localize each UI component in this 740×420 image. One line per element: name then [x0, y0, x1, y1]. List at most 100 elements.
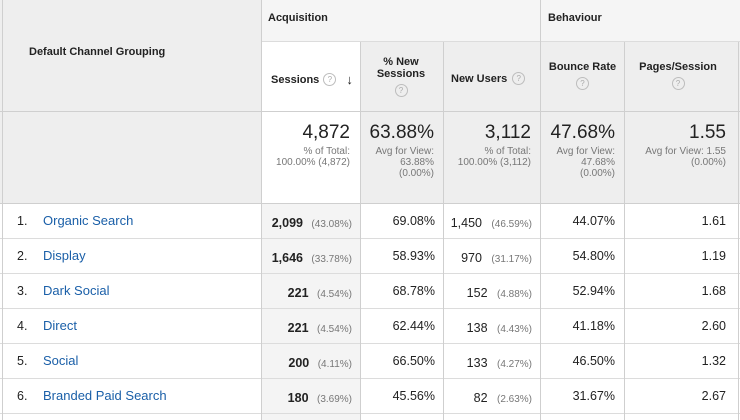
sorted-column-body-bg	[262, 204, 360, 420]
sessions-percent: (4.54%)	[316, 324, 352, 335]
column-header-channel-grouping[interactable]: Default Channel Grouping	[29, 46, 166, 58]
channel-link[interactable]: Organic Search	[43, 213, 134, 228]
cell-sessions: 221 (4.54%)	[262, 319, 352, 337]
totals-row	[0, 112, 740, 204]
sorted-column-header-bg	[262, 42, 360, 112]
sessions-header-label: Sessions	[271, 73, 320, 86]
column-header-bounce-rate[interactable]: Bounce Rate ?	[541, 61, 624, 90]
sessions-percent: (43.08%)	[311, 219, 352, 230]
channel-link[interactable]: Branded Paid Search	[43, 388, 167, 403]
totals-sessions-value: 4,872	[302, 122, 350, 143]
totals-new-users: 3,112 % of Total: 100.00% (3,112)	[446, 122, 531, 168]
cell-sessions: 1,646 (33.78%)	[262, 249, 352, 267]
help-icon[interactable]: ?	[394, 84, 408, 97]
sessions-percent: (3.69%)	[316, 394, 352, 405]
cell-new-sessions: 45.56%	[392, 389, 435, 403]
help-icon[interactable]: ?	[512, 72, 526, 85]
totals-new-users-sub: % of Total: 100.00% (3,112)	[457, 146, 531, 168]
new-users-value: 152	[466, 286, 488, 300]
help-icon[interactable]: ?	[671, 77, 685, 90]
column-header-new-sessions[interactable]: % New Sessions ?	[366, 56, 436, 97]
table-row: 3. Dark Social 221 (4.54%) 68.78% 152 (4.88%…	[0, 274, 740, 309]
new-users-percent: (4.27%)	[496, 359, 532, 370]
row-number: 1.	[17, 214, 28, 228]
help-icon[interactable]: ?	[576, 77, 589, 90]
totals-pages-session-sub: Avg for View: 1.55 (0.00%)	[645, 146, 726, 168]
cell-bounce-rate: 41.18%	[572, 319, 615, 333]
cell-sessions: 200 (4.11%)	[262, 354, 352, 372]
sessions-percent: (4.54%)	[316, 289, 352, 300]
column-header-new-users[interactable]: New Users ?	[451, 72, 526, 85]
channel-link[interactable]: Social	[43, 353, 79, 368]
totals-new-sessions-value: 63.88%	[369, 122, 434, 143]
cell-pages-session: 1.19	[701, 249, 726, 263]
channel-link[interactable]: Display	[43, 248, 86, 263]
totals-new-sessions: 63.88% Avg for View: 63.88% (0.00%)	[364, 122, 434, 179]
cell-pages-session: 2.67	[701, 389, 726, 403]
cell-pages-session: 2.60	[701, 319, 726, 333]
bounce-rate-header-label: Bounce Rate	[548, 61, 617, 73]
new-users-percent: (46.59%)	[491, 219, 532, 230]
totals-pages-session-value: 1.55	[689, 122, 726, 143]
table-row: 6. Branded Paid Search 180 (3.69%) 45.56% 82…	[0, 379, 740, 414]
new-users-percent: (2.63%)	[496, 394, 532, 405]
totals-bounce-rate: 47.68% Avg for View: 47.68% (0.00%)	[543, 122, 615, 179]
sorted-column-totals-bg	[262, 112, 360, 204]
totals-new-sessions-sub: Avg for View: 63.88% (0.00%)	[375, 146, 434, 179]
cell-bounce-rate: 54.80%	[572, 249, 615, 263]
new-users-header-label: New Users	[451, 72, 508, 85]
row-number: 4.	[17, 319, 28, 333]
sessions-value: 2,099	[271, 216, 303, 230]
cell-new-users: 138 (4.43%)	[444, 319, 532, 337]
channel-link[interactable]: Dark Social	[43, 283, 110, 298]
cell-bounce-rate: 31.67%	[572, 389, 615, 403]
cell-pages-session: 1.32	[701, 354, 726, 368]
channel-link[interactable]: Direct	[43, 318, 77, 333]
new-users-percent: (4.43%)	[496, 324, 532, 335]
totals-pages-session: 1.55 Avg for View: 1.55 (0.00%)	[628, 122, 726, 168]
group-header-row	[262, 0, 740, 42]
new-users-value: 82	[473, 391, 488, 405]
totals-sessions: 4,872 % of Total: 100.00% (4,872)	[264, 122, 350, 168]
cell-bounce-rate: 52.94%	[572, 284, 615, 298]
help-icon[interactable]: ?	[323, 73, 337, 86]
sessions-value: 221	[287, 286, 309, 300]
totals-bounce-rate-value: 47.68%	[550, 122, 615, 143]
column-header-pages-session[interactable]: Pages/Session ?	[625, 61, 731, 90]
sessions-value: 180	[287, 391, 309, 405]
sort-descending-icon[interactable]: ↓	[346, 72, 353, 87]
new-users-value: 970	[461, 251, 482, 265]
row-number: 2.	[17, 249, 28, 263]
cell-bounce-rate: 46.50%	[572, 354, 615, 368]
cell-pages-session: 1.61	[701, 214, 726, 228]
pages-session-header-label: Pages/Session	[639, 61, 717, 73]
sessions-percent: (4.11%)	[317, 359, 352, 370]
cell-sessions: 221 (4.54%)	[262, 284, 352, 302]
cell-new-users: 1,450 (46.59%)	[444, 214, 532, 232]
cell-sessions: 2,099 (43.08%)	[262, 214, 352, 232]
sessions-value: 200	[288, 356, 310, 370]
cell-bounce-rate: 44.07%	[572, 214, 615, 228]
sessions-value: 1,646	[271, 251, 303, 265]
new-users-percent: (31.17%)	[491, 254, 532, 265]
totals-bounce-rate-sub: Avg for View: 47.68% (0.00%)	[556, 146, 615, 179]
new-sessions-header-label: % New Sessions	[376, 56, 426, 80]
new-users-percent: (4.88%)	[496, 289, 532, 300]
cell-new-sessions: 58.93%	[392, 249, 435, 263]
cell-new-sessions: 68.78%	[392, 284, 435, 298]
cell-new-sessions: 66.50%	[392, 354, 435, 368]
cell-new-sessions: 69.08%	[392, 214, 435, 228]
row-number: 5.	[17, 354, 28, 368]
new-users-value: 138	[466, 321, 488, 335]
group-behaviour: Behaviour	[548, 12, 602, 24]
cell-pages-session: 1.68	[701, 284, 726, 298]
cell-new-users: 133 (4.27%)	[444, 354, 532, 372]
column-header-sessions[interactable]: Sessions ? ↓	[271, 72, 353, 87]
cell-new-users: 970 (31.17%)	[444, 249, 532, 267]
sessions-percent: (33.78%)	[311, 254, 352, 265]
table-row: 5. Social 200 (4.11%) 66.50% 133 (4.27%) 46.5…	[0, 344, 740, 379]
totals-new-users-value: 3,112	[484, 122, 531, 143]
table-row: 1. Organic Search 2,099 (43.08%) 69.08% 1,45…	[0, 204, 740, 239]
new-users-value: 133	[466, 356, 488, 370]
sessions-value: 221	[287, 321, 309, 335]
